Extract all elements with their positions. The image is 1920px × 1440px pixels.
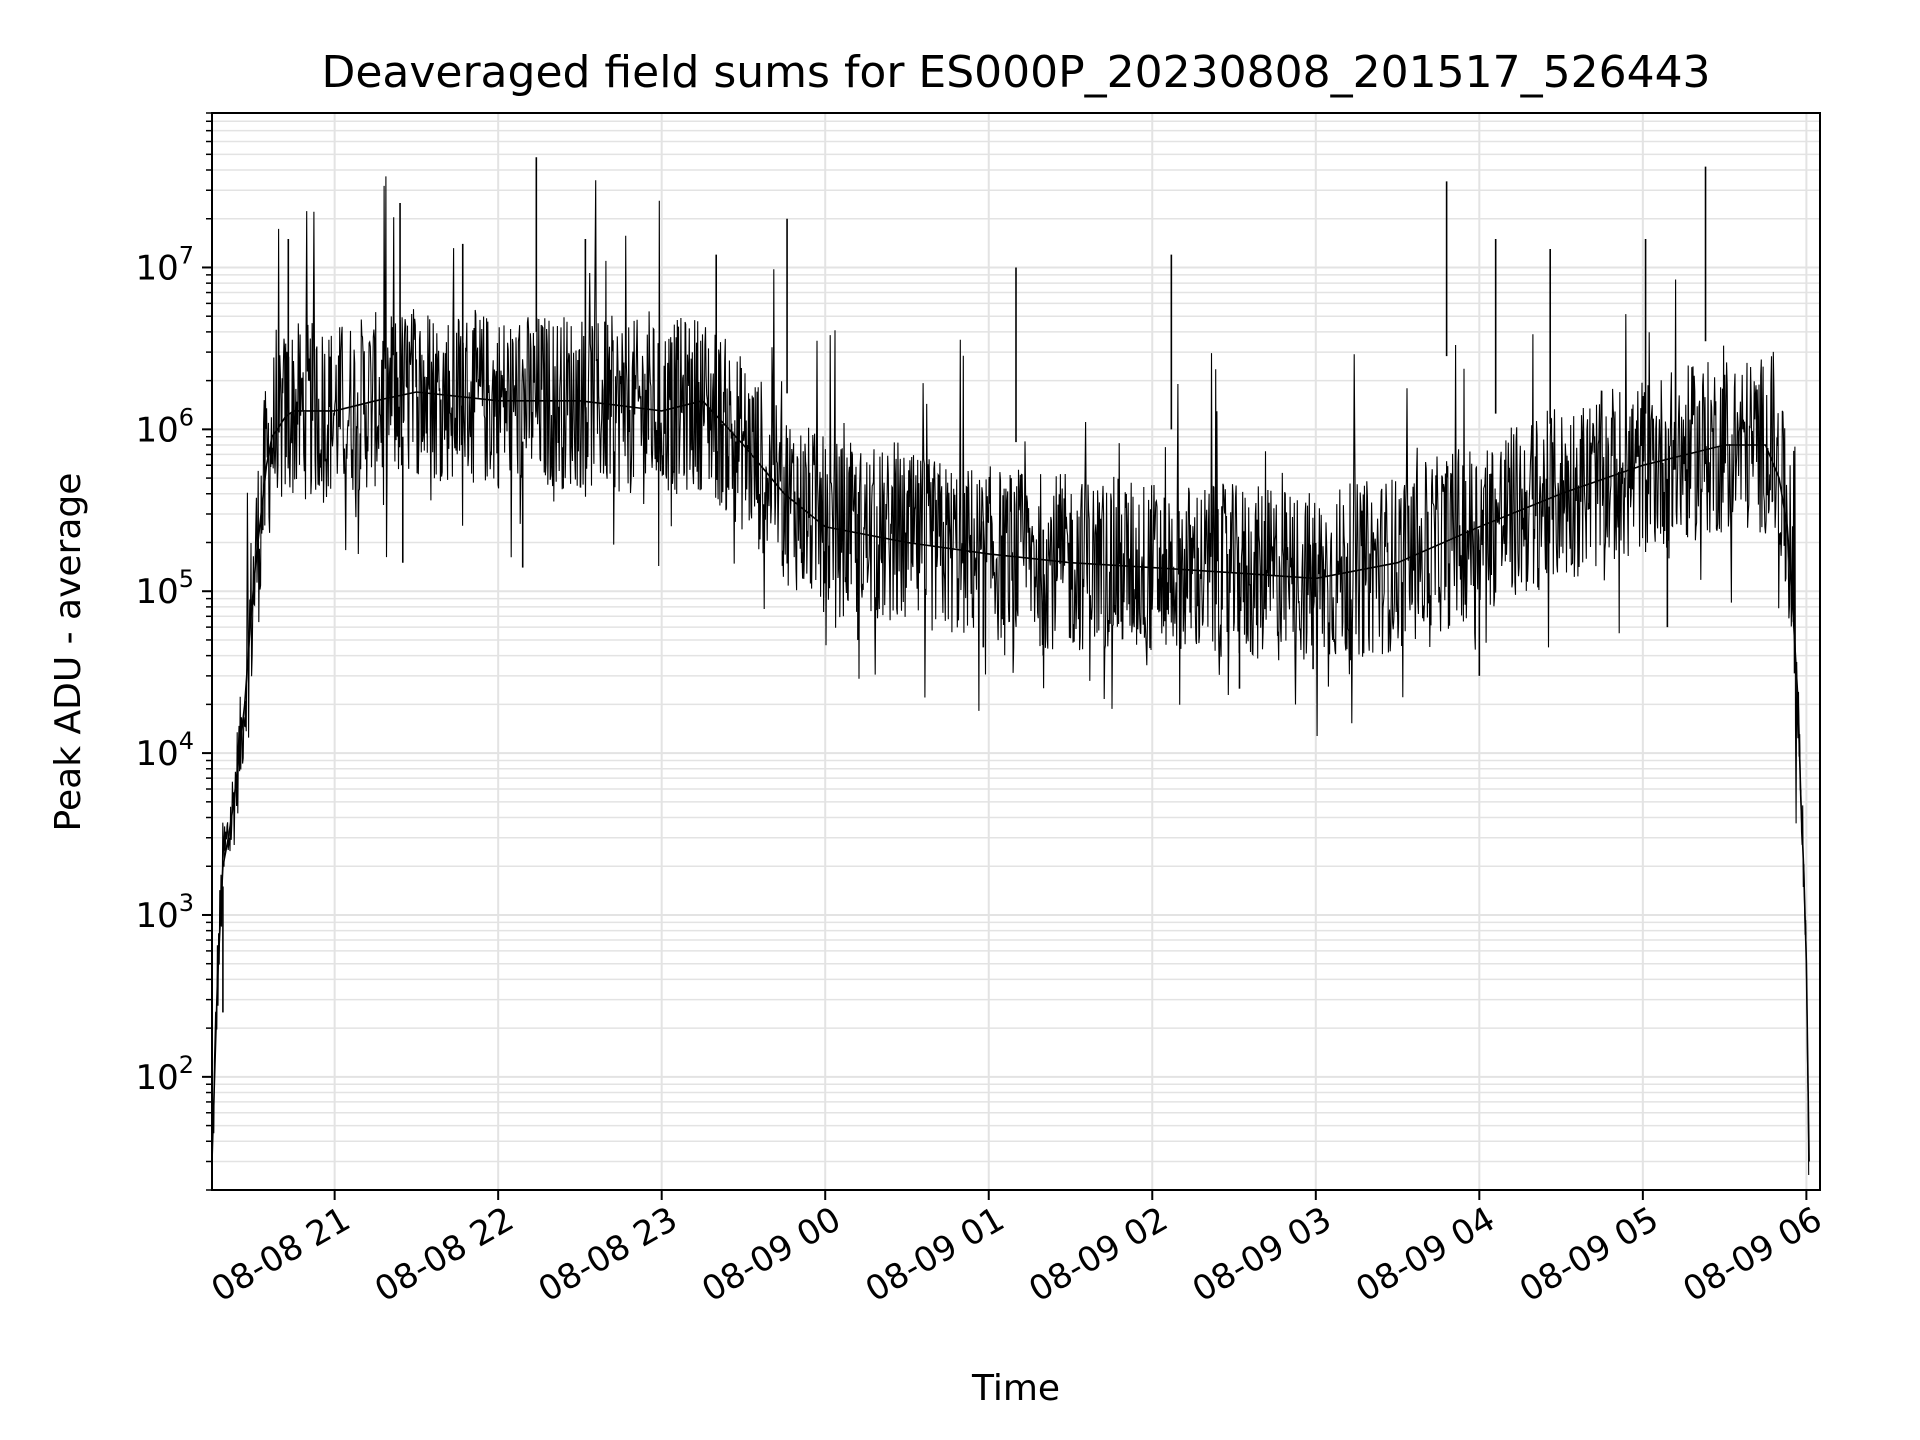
- y-tick-label: 102: [135, 1051, 194, 1098]
- y-tick-label: 103: [135, 889, 194, 936]
- data-layer: [211, 157, 1810, 1176]
- y-tick-label: 105: [135, 565, 194, 612]
- series-noise-trace: [211, 176, 1810, 1176]
- plot-frame: [211, 112, 1821, 1191]
- grid: [212, 112, 1820, 1191]
- y-tick-label: 104: [135, 727, 194, 774]
- chart-title: Deaveraged field sums for ES000P_2023080…: [321, 47, 1710, 98]
- y-tick-label: 107: [135, 241, 194, 288]
- y-axis-label: Peak ADU - average: [48, 473, 89, 832]
- y-tick-label: 106: [135, 403, 194, 450]
- x-axis-label: Time: [971, 1368, 1060, 1409]
